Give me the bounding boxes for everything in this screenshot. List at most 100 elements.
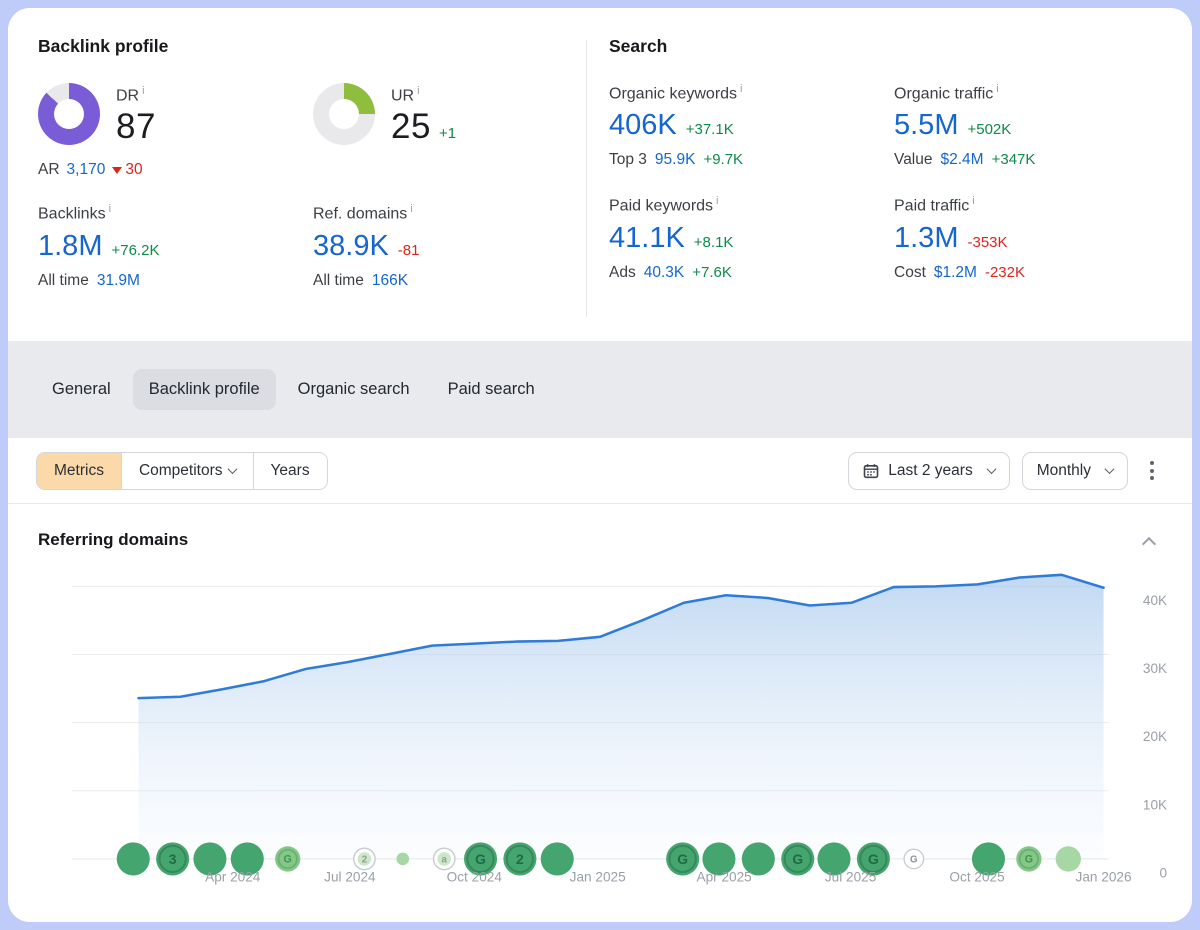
dr-label: DR — [116, 87, 140, 105]
ur-label: UR — [391, 87, 415, 105]
dr-donut-chart — [38, 83, 100, 145]
section-tabbar: General Backlink profile Organic search … — [8, 341, 1192, 438]
update-marker[interactable]: 2 — [503, 842, 537, 876]
svg-text:G: G — [868, 851, 879, 867]
date-range-label: Last 2 years — [888, 461, 973, 479]
top3-delta: +9.7K — [703, 151, 744, 169]
update-marker[interactable]: G — [903, 848, 925, 870]
trend-line — [137, 573, 1105, 700]
update-marker[interactable]: G — [856, 842, 890, 876]
tab-general[interactable]: General — [52, 380, 111, 398]
update-marker[interactable]: G — [1016, 846, 1042, 872]
more-options-button[interactable] — [1140, 453, 1164, 487]
svg-text:G: G — [792, 851, 803, 867]
organic-traffic-value[interactable]: 5.5M — [894, 109, 959, 142]
tab-backlink-profile[interactable]: Backlink profile — [132, 369, 276, 410]
years-segment[interactable]: Years — [252, 452, 327, 489]
update-marker[interactable]: G — [463, 842, 498, 876]
ref-domains-value[interactable]: 38.9K — [313, 229, 389, 262]
organic-keywords-value[interactable]: 406K — [609, 109, 677, 142]
top3-value[interactable]: 95.9K — [654, 151, 696, 169]
update-marker[interactable] — [1055, 846, 1081, 872]
update-marker[interactable] — [396, 852, 410, 866]
ads-label: Ads — [609, 263, 636, 281]
info-icon[interactable]: i — [972, 195, 975, 208]
update-marker[interactable]: 3 — [156, 842, 190, 876]
ref-domains-delta: -81 — [397, 241, 420, 259]
update-marker[interactable]: G — [781, 842, 815, 876]
date-range-button[interactable]: Last 2 years — [848, 451, 1010, 490]
overview-section: Backlink profile DR i 87 AR — [8, 8, 1192, 341]
domain-overview-card: Backlink profile DR i 87 AR — [8, 8, 1192, 922]
ref-domains-alltime-value[interactable]: 166K — [371, 271, 409, 289]
paid-traffic-metric: Paid traffic i 1.3M -353K Cost $1.2M -232… — [894, 195, 1192, 281]
organic-keywords-delta: +37.1K — [685, 121, 734, 139]
update-marker[interactable]: 2 — [353, 847, 376, 871]
view-segmented-control: Metrics Competitors Years — [36, 451, 328, 490]
granularity-button[interactable]: Monthly — [1021, 451, 1128, 490]
svg-text:G: G — [677, 851, 688, 867]
update-marker[interactable]: G — [666, 842, 700, 876]
backlinks-metric: Backlinks i 1.8M +76.2K All time 31.9M — [38, 203, 313, 289]
x-axis-label: Jan 2025 — [570, 869, 626, 884]
y-axis-label: 10K — [1143, 797, 1167, 812]
ads-value[interactable]: 40.3K — [643, 263, 685, 281]
dr-metric: DR i 87 AR 3,170 30 — [38, 83, 313, 179]
organic-keywords-label: Organic keywords — [609, 85, 738, 103]
ar-delta: 30 — [125, 161, 143, 179]
info-icon[interactable]: i — [410, 203, 413, 216]
cost-value[interactable]: $1.2M — [933, 263, 977, 281]
backlinks-label: Backlinks — [38, 205, 106, 223]
ar-row: AR 3,170 30 — [38, 161, 313, 179]
traffic-value-value[interactable]: $2.4M — [940, 151, 984, 169]
info-icon[interactable]: i — [108, 203, 112, 216]
y-axis-label: 30K — [1143, 661, 1167, 676]
svg-text:a: a — [442, 854, 448, 865]
svg-text:2: 2 — [516, 851, 524, 867]
update-marker[interactable] — [817, 842, 851, 876]
referring-domains-chart: 0 10K 20K 30K 40K 3 G 2 a G 2 G G G G G Apr 2024 Jul 2024… — [38, 564, 1172, 905]
organic-keywords-metric: Organic keywords i 406K +37.1K Top 3 95.9… — [609, 83, 894, 169]
y-axis-label: 0 — [1160, 865, 1168, 880]
update-marker[interactable]: a — [432, 847, 456, 871]
metrics-segment[interactable]: Metrics — [37, 452, 121, 489]
x-axis-label: Oct 2024 — [447, 869, 503, 884]
update-marker[interactable] — [971, 842, 1006, 876]
tab-organic-search[interactable]: Organic search — [297, 380, 410, 398]
update-marker[interactable] — [540, 842, 574, 876]
paid-keywords-metric: Paid keywords i 41.1K +8.1K Ads 40.3K +7.… — [609, 195, 894, 281]
update-marker[interactable] — [193, 842, 227, 876]
info-icon[interactable]: i — [417, 85, 420, 97]
tab-paid-search[interactable]: Paid search — [447, 380, 535, 398]
info-icon[interactable]: i — [142, 85, 145, 97]
update-marker[interactable] — [116, 842, 150, 876]
paid-keywords-value[interactable]: 41.1K — [609, 221, 685, 254]
competitors-segment[interactable]: Competitors — [120, 452, 253, 489]
y-axis-label: 20K — [1143, 729, 1167, 744]
backlinks-value[interactable]: 1.8M — [38, 229, 103, 262]
collapse-chevron-icon[interactable] — [1141, 536, 1157, 552]
ar-value[interactable]: 3,170 — [66, 161, 106, 179]
update-marker[interactable] — [230, 842, 264, 876]
ur-value: 25 — [391, 107, 431, 147]
backlinks-alltime-value[interactable]: 31.9M — [96, 271, 140, 289]
traffic-value-label: Value — [894, 151, 933, 169]
svg-text:3: 3 — [169, 851, 177, 867]
x-axis-label: Oct 2025 — [949, 869, 1004, 884]
svg-text:G: G — [910, 854, 918, 865]
ref-domains-alltime-label: All time — [313, 271, 364, 289]
svg-text:G: G — [475, 851, 486, 867]
y-axis-label: 40K — [1143, 593, 1167, 608]
info-icon[interactable]: i — [996, 83, 999, 95]
update-marker[interactable] — [741, 842, 775, 876]
info-icon[interactable]: i — [740, 83, 743, 95]
backlinks-delta: +76.2K — [111, 241, 160, 259]
paid-traffic-value[interactable]: 1.3M — [894, 221, 959, 254]
svg-text:G: G — [284, 854, 292, 866]
update-marker[interactable] — [702, 842, 736, 876]
organic-traffic-label: Organic traffic — [894, 85, 994, 103]
ref-domains-metric: Ref. domains i 38.9K -81 All time 166K — [313, 203, 586, 289]
update-marker[interactable]: G — [275, 846, 301, 872]
info-icon[interactable]: i — [716, 195, 719, 208]
